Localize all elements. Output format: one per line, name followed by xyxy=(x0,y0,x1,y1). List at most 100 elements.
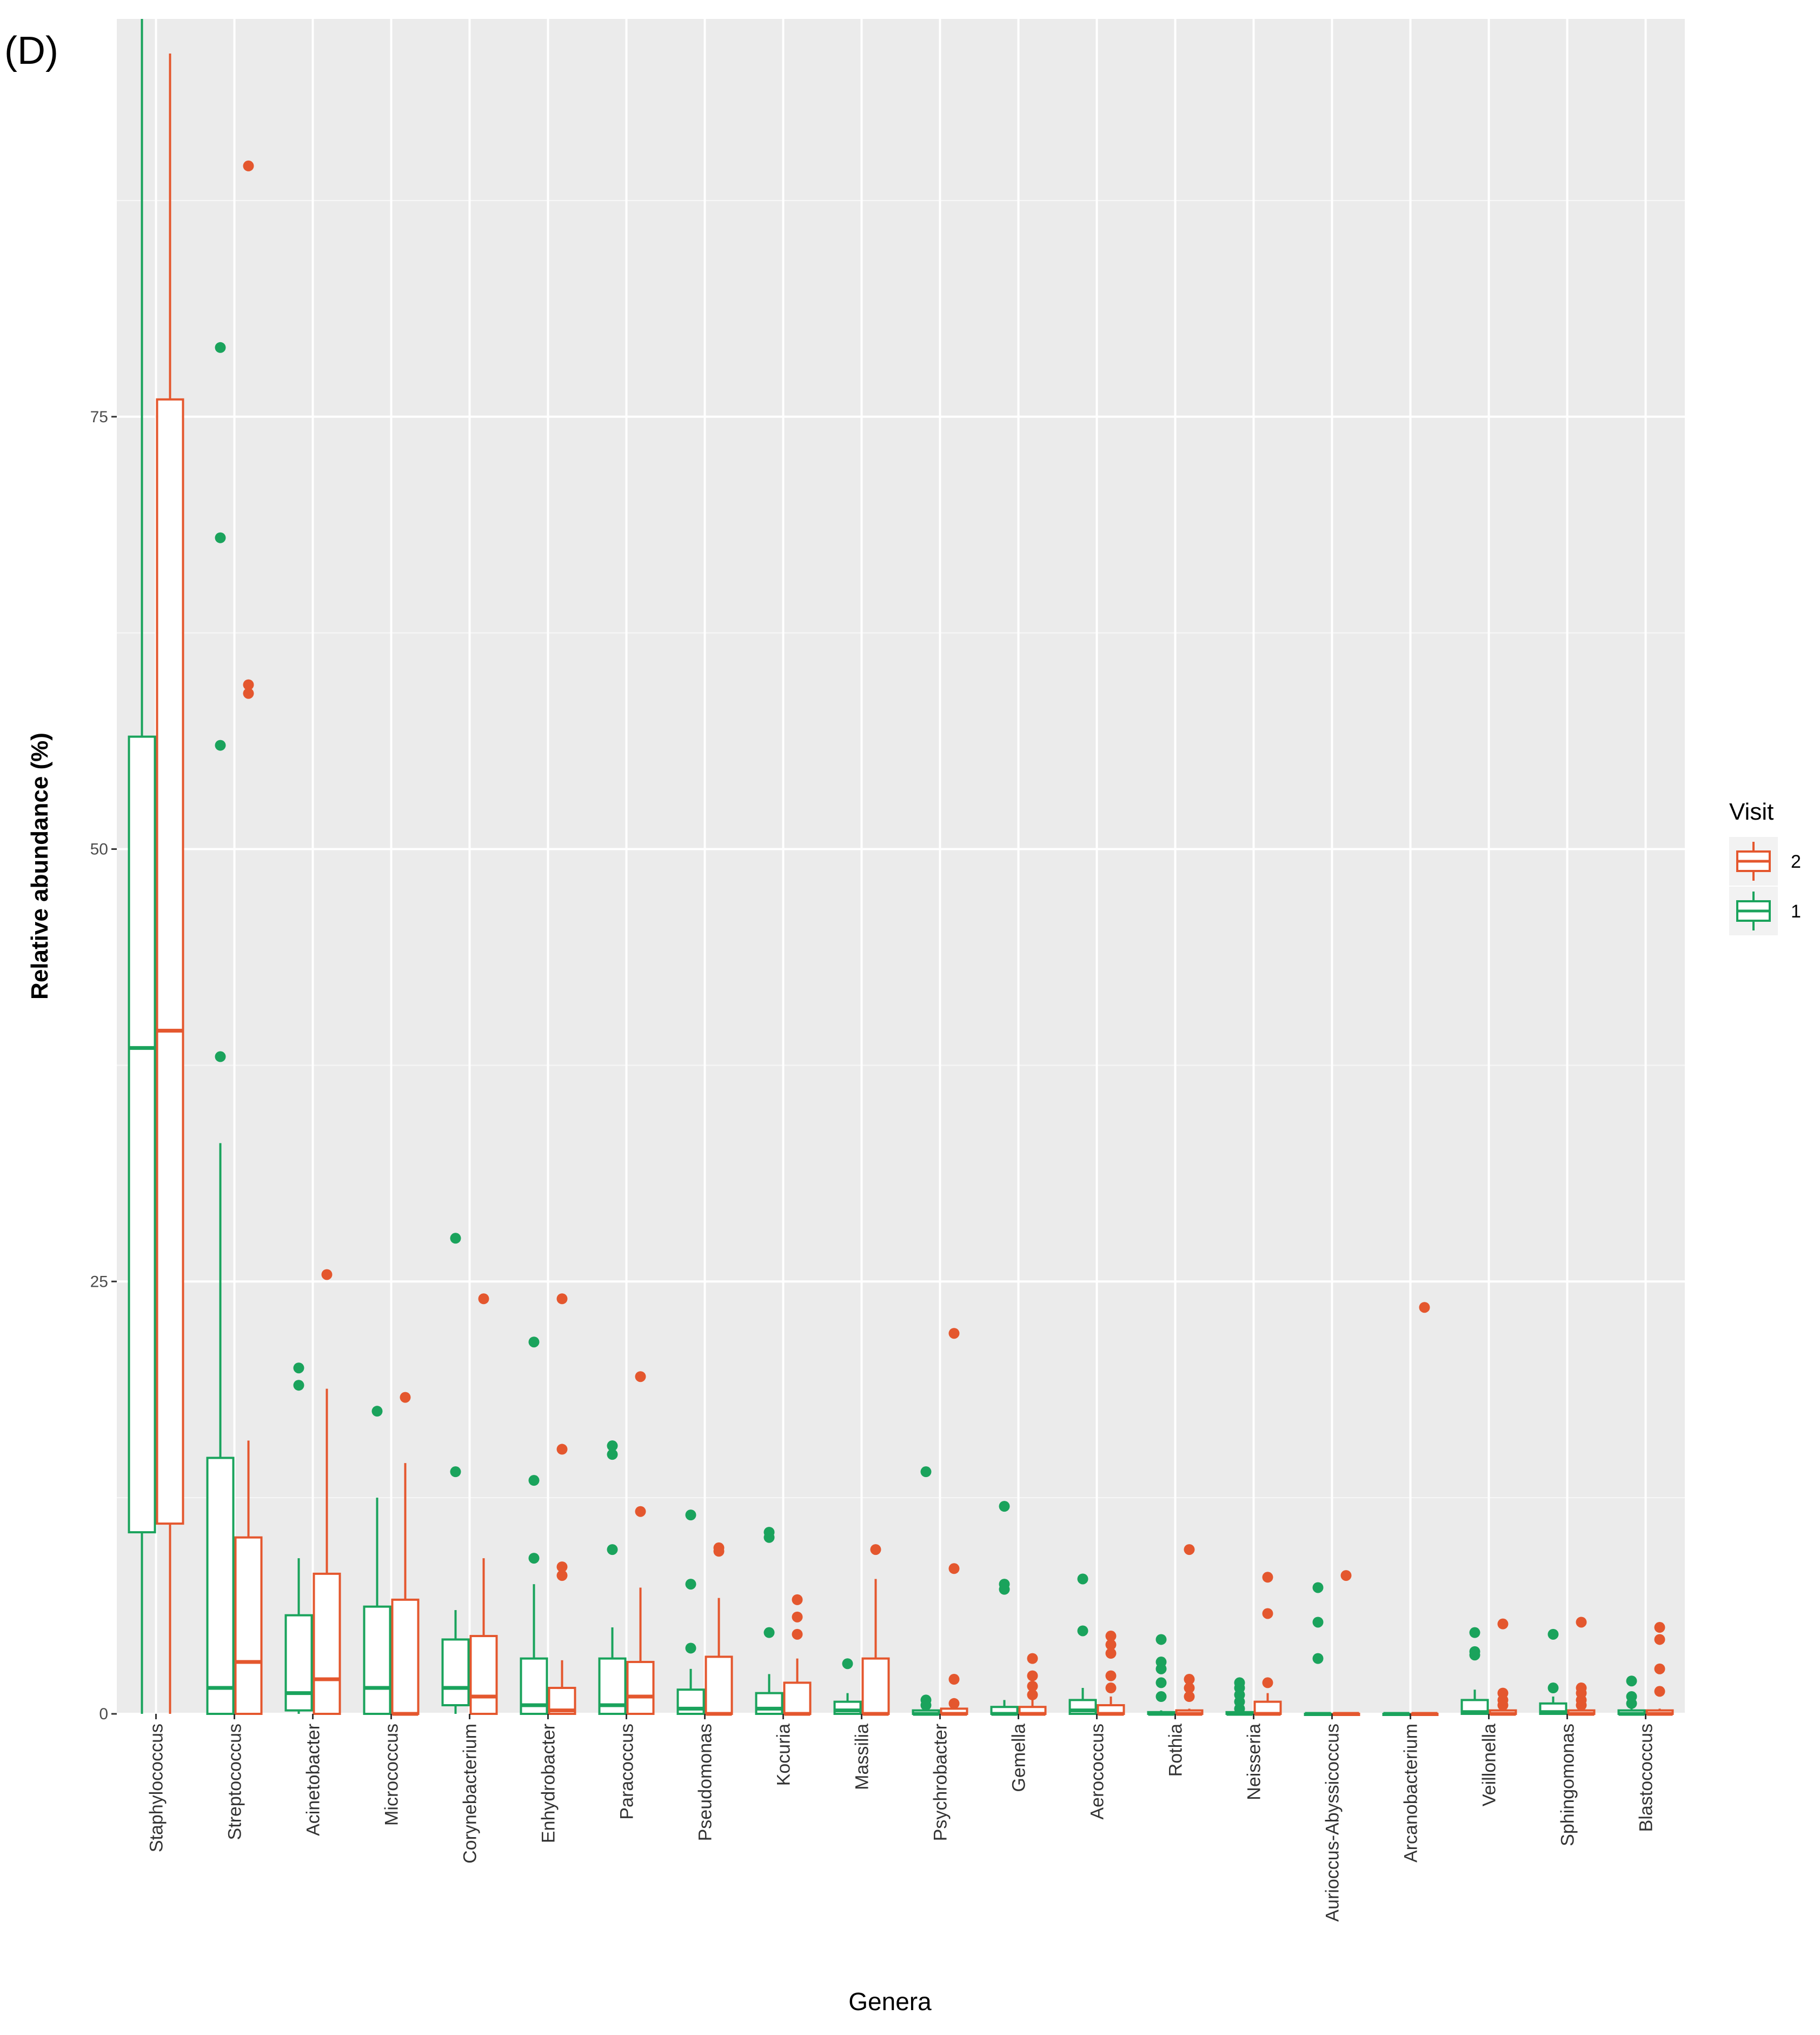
box-sphingomonas-visit-1 xyxy=(1539,1628,1567,1715)
legend-key-2 xyxy=(1736,842,1771,881)
x-tick-label: Paracoccus xyxy=(617,1724,637,1820)
outlier-point xyxy=(1469,1646,1480,1657)
box-staphylococcus-visit-1 xyxy=(128,19,156,1714)
box-corynebacterium-visit-1 xyxy=(441,1233,470,1714)
box-corynebacterium-visit-2 xyxy=(469,1293,498,1715)
outlier-point xyxy=(1312,1653,1324,1664)
box-arcanobacterium-visit-2 xyxy=(1410,1302,1439,1716)
outlier-point xyxy=(948,1698,960,1709)
box-veillonella-visit-1 xyxy=(1460,1627,1489,1715)
outlier-point xyxy=(243,160,254,171)
outlier-point xyxy=(792,1594,803,1605)
grid-lines xyxy=(117,19,1685,1715)
outlier-point xyxy=(1262,1608,1273,1619)
outlier-point xyxy=(1184,1682,1195,1694)
outlier-point xyxy=(792,1628,803,1640)
outlier-point xyxy=(478,1293,489,1305)
box-body xyxy=(206,1457,235,1715)
x-tick-label: Arcanobacterium xyxy=(1401,1724,1422,1863)
outlier-point xyxy=(635,1371,646,1382)
legend-title: Visit xyxy=(1729,799,1773,825)
outlier-point xyxy=(948,1328,960,1339)
y-tick-label: 0 xyxy=(99,1705,108,1723)
box-body xyxy=(313,1572,341,1715)
outlier-point xyxy=(450,1233,461,1244)
legend-key-1 xyxy=(1736,892,1771,930)
outlier-point xyxy=(1155,1691,1167,1703)
x-tick-label: Rothia xyxy=(1166,1724,1186,1777)
outlier-point xyxy=(528,1336,540,1348)
x-tick-label: Massilia xyxy=(852,1724,873,1790)
outlier-point xyxy=(1547,1628,1559,1640)
outlier-point xyxy=(870,1544,881,1555)
outlier-point xyxy=(607,1449,618,1460)
outlier-point xyxy=(556,1570,568,1581)
box-streptococcus-visit-1 xyxy=(206,342,235,1715)
box-acinetobacter-visit-1 xyxy=(284,1362,313,1714)
outlier-point xyxy=(1654,1686,1665,1697)
box-body xyxy=(234,1536,263,1715)
outlier-point xyxy=(635,1506,646,1517)
x-tick-label: Enhydrobacter xyxy=(539,1724,559,1843)
outlier-point xyxy=(1155,1677,1167,1688)
outlier-point xyxy=(1105,1682,1117,1694)
outlier-point xyxy=(1626,1691,1637,1703)
outlier-point xyxy=(1184,1691,1195,1703)
outlier-point xyxy=(215,1051,226,1062)
box-blastococcus-visit-1 xyxy=(1617,1675,1646,1716)
outlier-point xyxy=(293,1380,304,1391)
box-body xyxy=(391,1598,420,1715)
outlier-point xyxy=(243,688,254,699)
outlier-point xyxy=(556,1293,568,1305)
box-enhydrobacter-visit-2 xyxy=(548,1293,576,1715)
x-tick-label: Psychrobacter xyxy=(931,1724,951,1841)
box-kocuria-visit-1 xyxy=(755,1527,783,1715)
box-staphylococcus-visit-2 xyxy=(156,53,184,1714)
outlier-point xyxy=(685,1509,696,1521)
x-tick-label: Acinetobacter xyxy=(303,1724,324,1836)
box-psychrobacter-visit-2 xyxy=(940,1328,968,1716)
outlier-point xyxy=(450,1466,461,1478)
box-psychrobacter-visit-1 xyxy=(912,1466,940,1716)
outlier-point xyxy=(1027,1689,1038,1700)
box-gemella-visit-2 xyxy=(1018,1653,1047,1716)
outlier-point xyxy=(763,1627,775,1638)
outlier-point xyxy=(607,1440,618,1452)
box-enhydrobacter-visit-1 xyxy=(520,1336,548,1715)
box-body xyxy=(861,1657,890,1715)
outlier-point xyxy=(999,1501,1010,1512)
box-acinetobacter-visit-2 xyxy=(313,1269,341,1715)
x-tick-label: Gemella xyxy=(1009,1724,1029,1792)
outlier-point xyxy=(1312,1617,1324,1628)
box-gemella-visit-1 xyxy=(990,1501,1019,1716)
outlier-point xyxy=(842,1658,853,1670)
box-arcanobacterium-visit-1 xyxy=(1382,1712,1411,1716)
box-aerococcus-visit-1 xyxy=(1068,1573,1097,1715)
panel-background xyxy=(117,19,1685,1714)
legend: Visit 2 1 xyxy=(1729,799,1801,935)
y-axis-ticks: 0 25 50 75 xyxy=(90,408,117,1723)
outlier-point xyxy=(1576,1682,1587,1694)
box-body xyxy=(284,1614,313,1712)
outlier-point xyxy=(685,1642,696,1654)
outlier-point xyxy=(243,679,254,690)
outlier-point xyxy=(948,1674,960,1685)
outlier-point xyxy=(607,1544,618,1555)
x-tick-label: Aurioccus-Abyssicoccus xyxy=(1323,1724,1343,1922)
outlier-point xyxy=(1105,1648,1117,1659)
outlier-point xyxy=(1262,1572,1273,1583)
outlier-point xyxy=(215,740,226,751)
y-tick-label: 75 xyxy=(90,408,108,426)
legend-label-1: 1 xyxy=(1791,901,1801,922)
outlier-point xyxy=(1262,1677,1273,1688)
outlier-point xyxy=(999,1579,1010,1590)
box-layer xyxy=(128,19,1674,1716)
outlier-point xyxy=(1234,1677,1245,1688)
outlier-point xyxy=(556,1444,568,1455)
x-tick-label: Pseudomonas xyxy=(695,1724,716,1841)
outlier-point xyxy=(400,1392,411,1403)
outlier-point xyxy=(685,1579,696,1590)
box-paracoccus-visit-2 xyxy=(626,1371,655,1715)
outlier-point xyxy=(1497,1618,1509,1630)
